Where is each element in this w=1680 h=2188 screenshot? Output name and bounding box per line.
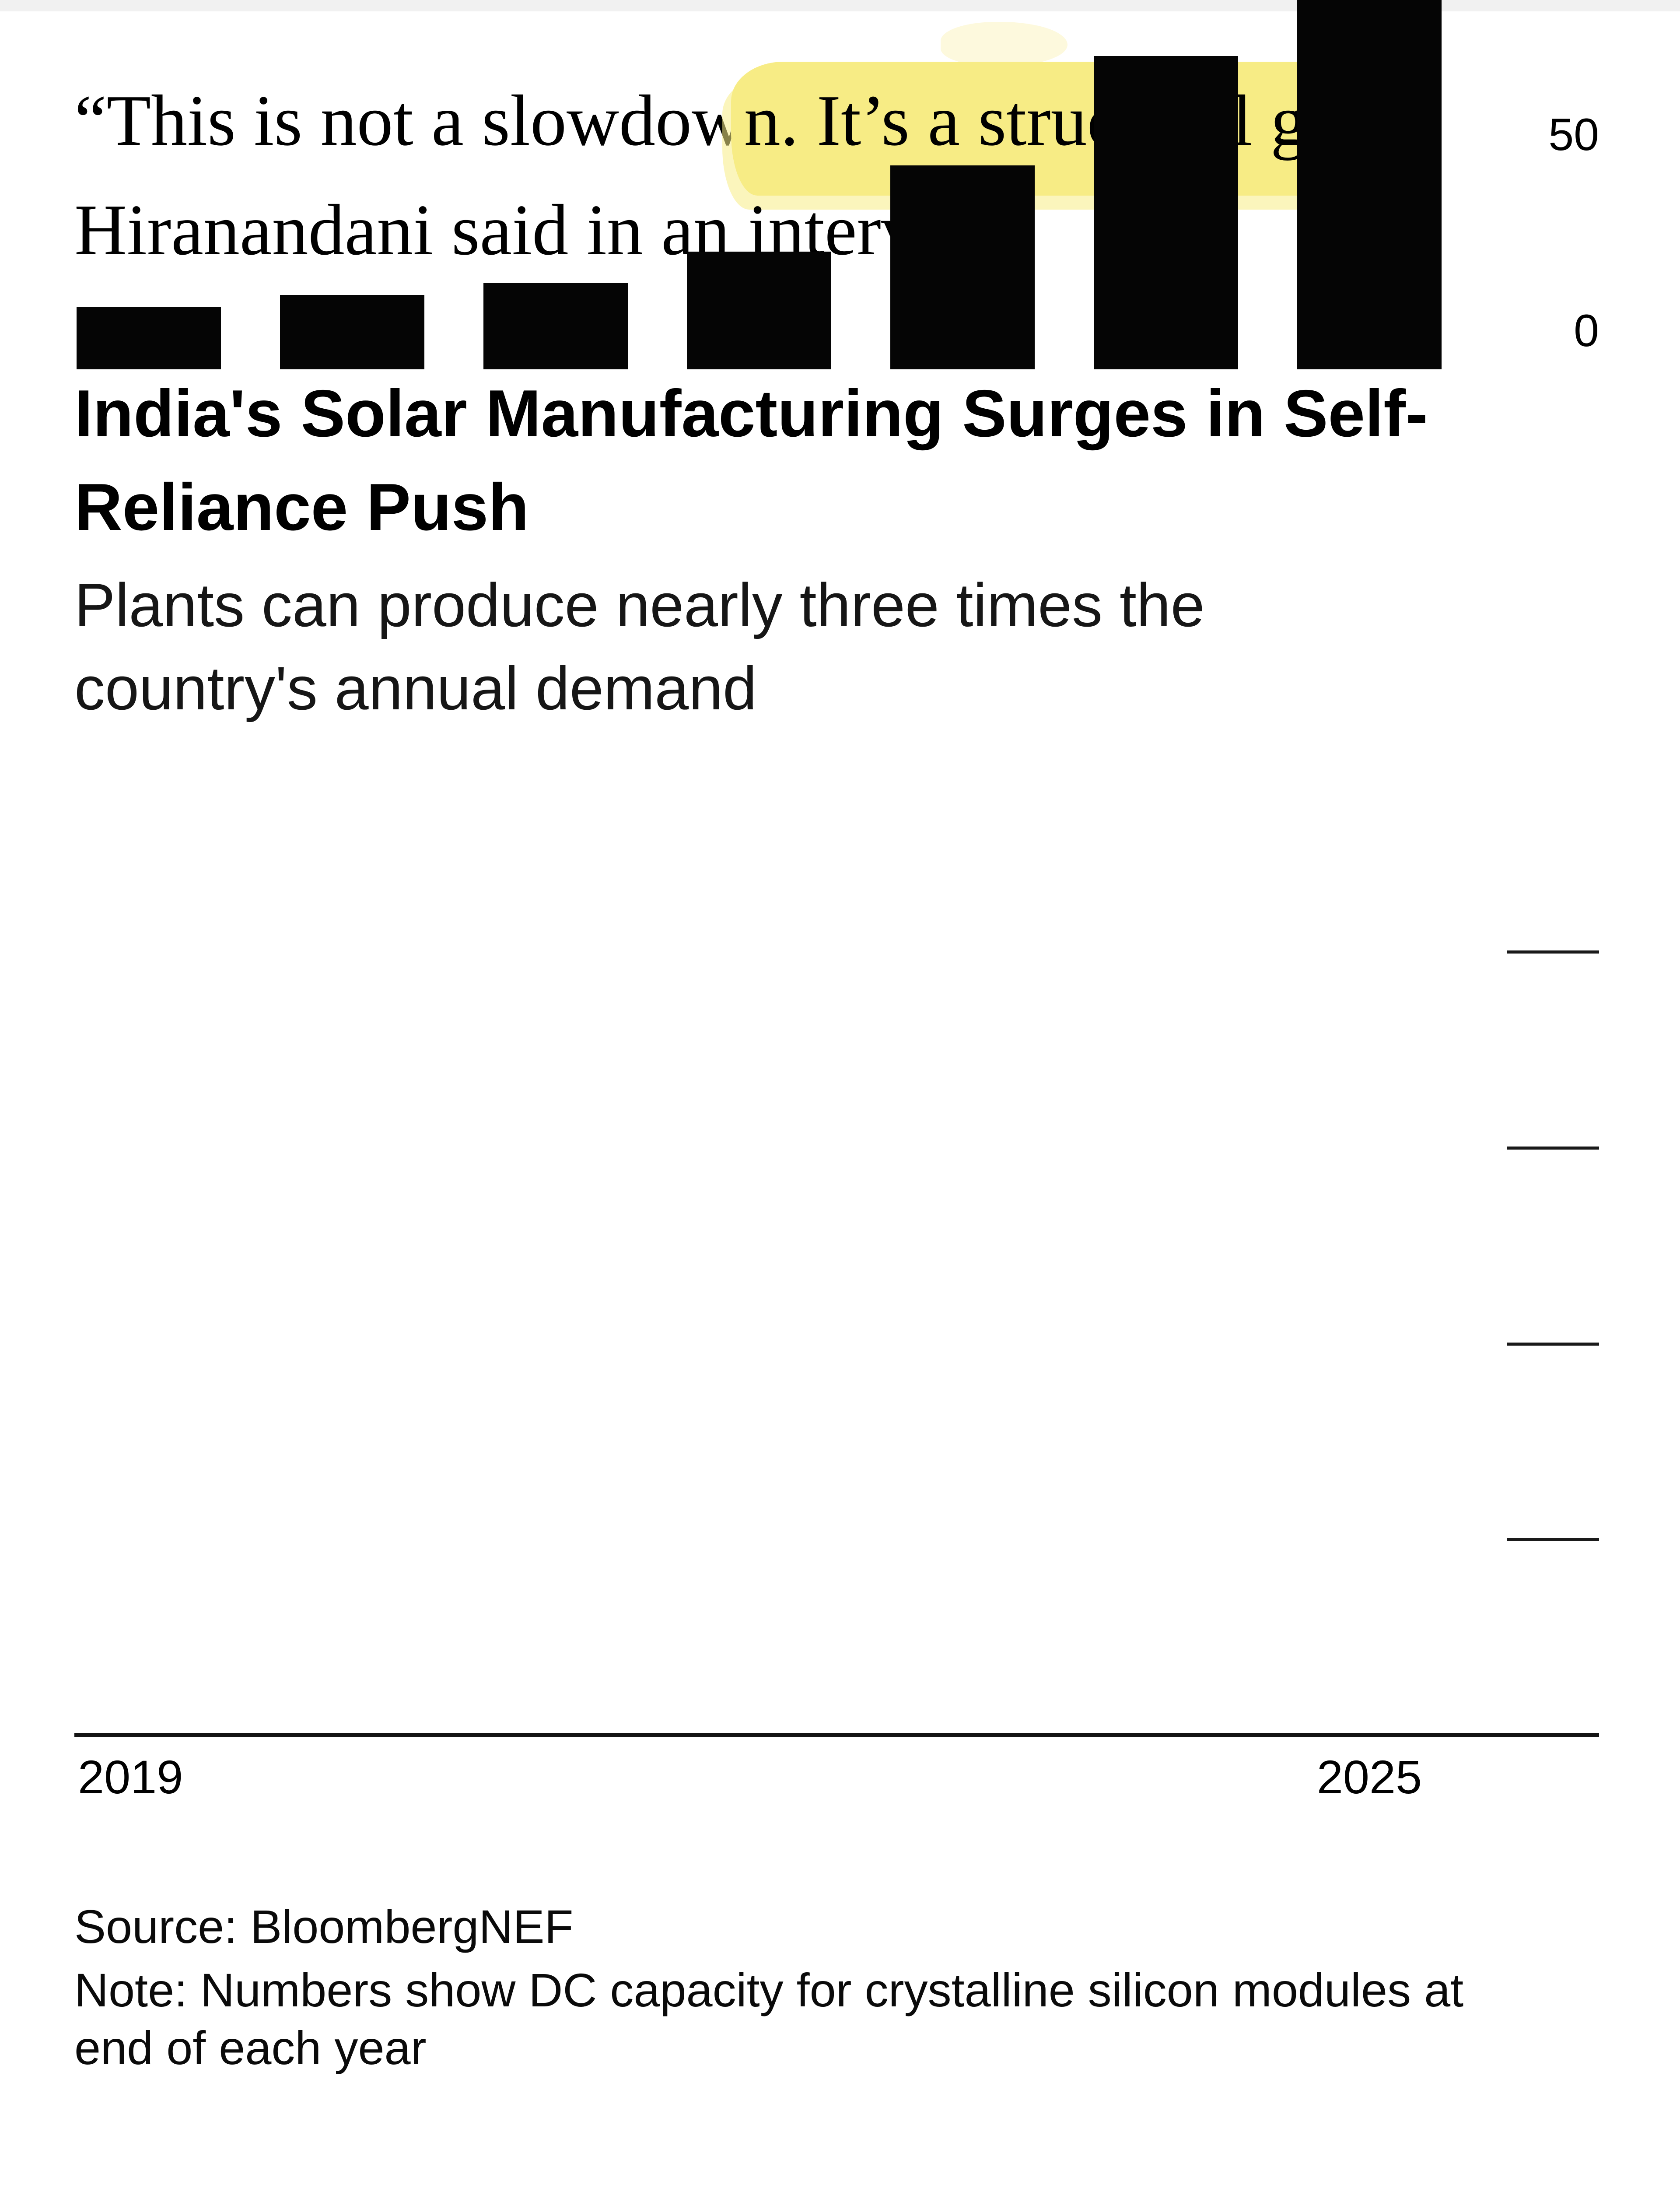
highlight-smudge <box>941 22 1068 66</box>
chart-note-line-2: end of each year <box>74 2021 427 2074</box>
y-tick-label-50: 50 <box>1548 109 1599 161</box>
y-tick-line-150 <box>1507 1147 1599 1150</box>
bar-2023 <box>890 165 1035 369</box>
x-axis-label-2025: 2025 <box>1316 1750 1422 1803</box>
chart-title-line-1: India's Solar Manufacturing Surges in Se… <box>74 376 1428 451</box>
y-tick-line-100 <box>1507 1343 1599 1346</box>
chart-note: Note: Numbers show DC capacity for cryst… <box>74 1961 1658 2077</box>
quote-line-2: Hiranandani said in an interview. <box>74 189 1036 270</box>
quote-line-1: “This is not a slowdown. It’s a structur… <box>74 62 1632 196</box>
chart-subtitle: Plants can produce nearly three times th… <box>74 564 1632 730</box>
chart-title-line-2: Reliance Push <box>74 470 529 544</box>
y-tick-line-50 <box>1507 1538 1599 1541</box>
chart-subtitle-line-2: country's annual demand <box>74 654 757 722</box>
bar-2021 <box>483 283 628 369</box>
y-tick-label-0: 0 <box>1574 305 1599 356</box>
quote-text-pre: “This is not a slowdow <box>74 80 744 161</box>
chart-source: Source: BloombergNEF <box>74 1900 574 1953</box>
paragraph-line: India imported about 80% of its solar <box>74 2183 1649 2188</box>
bar-2025 <box>1297 0 1442 369</box>
bar-2020 <box>280 295 424 369</box>
chart-title: India's Solar Manufacturing Surges in Se… <box>74 367 1632 554</box>
bar-2024 <box>1094 56 1238 369</box>
chart-note-line-1: Note: Numbers show DC capacity for cryst… <box>74 1964 1464 2016</box>
article-paragraph: India imported about 80% of its solar mo… <box>74 2183 1649 2188</box>
bar-2022 <box>687 252 831 369</box>
bar-2019 <box>77 307 221 369</box>
x-axis-line <box>74 1733 1599 1737</box>
pull-quote: “This is not a slowdown. It’s a structur… <box>74 62 1632 284</box>
y-tick-line-200 <box>1507 950 1599 954</box>
quote-highlighted-text: n. It’s a structural glu <box>731 62 1372 196</box>
bar-chart: 200GW/Year150100500 2019 2025 <box>74 0 1599 1803</box>
x-axis-label-2019: 2019 <box>78 1750 183 1803</box>
chart-subtitle-line-1: Plants can produce nearly three times th… <box>74 571 1205 639</box>
